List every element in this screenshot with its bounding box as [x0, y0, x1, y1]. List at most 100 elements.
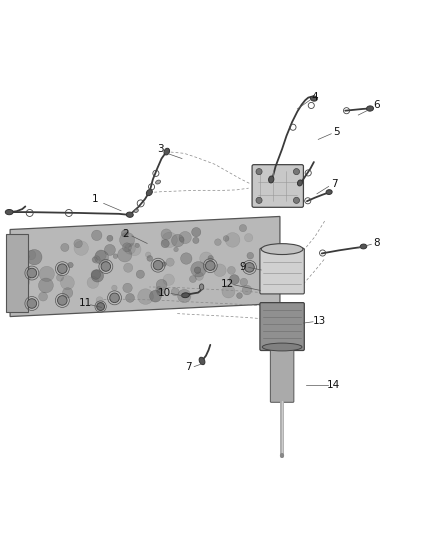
Circle shape: [120, 232, 134, 247]
Circle shape: [25, 255, 29, 259]
Circle shape: [95, 251, 109, 264]
Polygon shape: [6, 234, 28, 312]
Circle shape: [61, 244, 69, 252]
Circle shape: [166, 258, 174, 266]
Circle shape: [39, 278, 53, 293]
Circle shape: [92, 230, 102, 240]
Ellipse shape: [146, 189, 152, 196]
Circle shape: [240, 278, 247, 286]
Circle shape: [27, 268, 37, 278]
Circle shape: [195, 272, 203, 280]
Circle shape: [213, 264, 226, 277]
Circle shape: [118, 248, 132, 262]
Circle shape: [239, 224, 247, 232]
Circle shape: [93, 256, 100, 263]
Circle shape: [63, 288, 73, 298]
Circle shape: [193, 237, 199, 244]
Ellipse shape: [5, 209, 13, 215]
FancyBboxPatch shape: [252, 165, 304, 207]
Circle shape: [124, 263, 133, 272]
Circle shape: [225, 232, 240, 247]
Circle shape: [96, 297, 103, 304]
Ellipse shape: [199, 357, 205, 365]
Ellipse shape: [182, 293, 189, 297]
Circle shape: [163, 274, 174, 286]
Circle shape: [227, 266, 235, 274]
Circle shape: [19, 277, 30, 287]
Circle shape: [101, 262, 111, 271]
Circle shape: [104, 245, 116, 255]
Circle shape: [87, 277, 99, 288]
Circle shape: [113, 254, 118, 259]
Ellipse shape: [311, 96, 318, 101]
Circle shape: [57, 296, 67, 305]
Text: 3: 3: [157, 144, 163, 154]
Text: 6: 6: [373, 100, 380, 110]
Text: 4: 4: [311, 92, 318, 102]
Circle shape: [179, 231, 191, 244]
Circle shape: [74, 241, 88, 255]
Circle shape: [124, 244, 135, 254]
Circle shape: [190, 276, 196, 282]
Circle shape: [39, 292, 47, 301]
Circle shape: [171, 288, 179, 296]
Circle shape: [208, 255, 213, 261]
Circle shape: [192, 228, 201, 237]
Circle shape: [256, 168, 262, 175]
Circle shape: [156, 287, 162, 293]
Circle shape: [112, 285, 117, 290]
Circle shape: [178, 289, 191, 303]
Circle shape: [91, 270, 104, 282]
Text: 7: 7: [185, 362, 192, 373]
Text: 10: 10: [158, 288, 171, 297]
Text: 7: 7: [331, 179, 338, 189]
Circle shape: [147, 255, 152, 261]
Text: 2: 2: [122, 229, 129, 239]
Ellipse shape: [126, 212, 133, 217]
Circle shape: [123, 283, 132, 293]
Circle shape: [237, 293, 242, 298]
Circle shape: [180, 253, 192, 264]
Ellipse shape: [297, 180, 302, 186]
Circle shape: [92, 257, 97, 263]
Circle shape: [205, 261, 215, 270]
Circle shape: [244, 233, 253, 242]
Circle shape: [223, 236, 229, 241]
Circle shape: [222, 285, 235, 298]
Circle shape: [153, 261, 163, 270]
Circle shape: [180, 237, 184, 241]
Text: 8: 8: [373, 238, 380, 247]
Circle shape: [215, 239, 221, 246]
Circle shape: [57, 264, 67, 273]
Circle shape: [162, 232, 177, 247]
FancyBboxPatch shape: [260, 248, 304, 294]
Circle shape: [293, 197, 300, 204]
Ellipse shape: [360, 244, 367, 249]
Circle shape: [149, 290, 161, 302]
Circle shape: [162, 262, 166, 266]
Circle shape: [242, 285, 252, 295]
Ellipse shape: [134, 209, 138, 213]
Ellipse shape: [261, 244, 303, 255]
Text: 5: 5: [333, 126, 340, 136]
FancyBboxPatch shape: [270, 349, 294, 402]
Ellipse shape: [199, 284, 204, 290]
Circle shape: [60, 276, 74, 289]
Circle shape: [172, 235, 184, 247]
Ellipse shape: [155, 180, 161, 184]
Ellipse shape: [262, 343, 302, 351]
Circle shape: [191, 262, 206, 277]
Circle shape: [245, 263, 254, 272]
Circle shape: [95, 250, 106, 261]
Circle shape: [57, 274, 64, 281]
Circle shape: [107, 235, 113, 241]
Ellipse shape: [268, 176, 274, 183]
Circle shape: [138, 289, 153, 304]
Circle shape: [68, 262, 73, 268]
Circle shape: [91, 270, 101, 279]
Circle shape: [266, 265, 276, 274]
Ellipse shape: [164, 148, 170, 155]
Text: 11: 11: [78, 298, 92, 309]
Text: 9: 9: [240, 262, 246, 271]
Text: 12: 12: [221, 279, 234, 289]
